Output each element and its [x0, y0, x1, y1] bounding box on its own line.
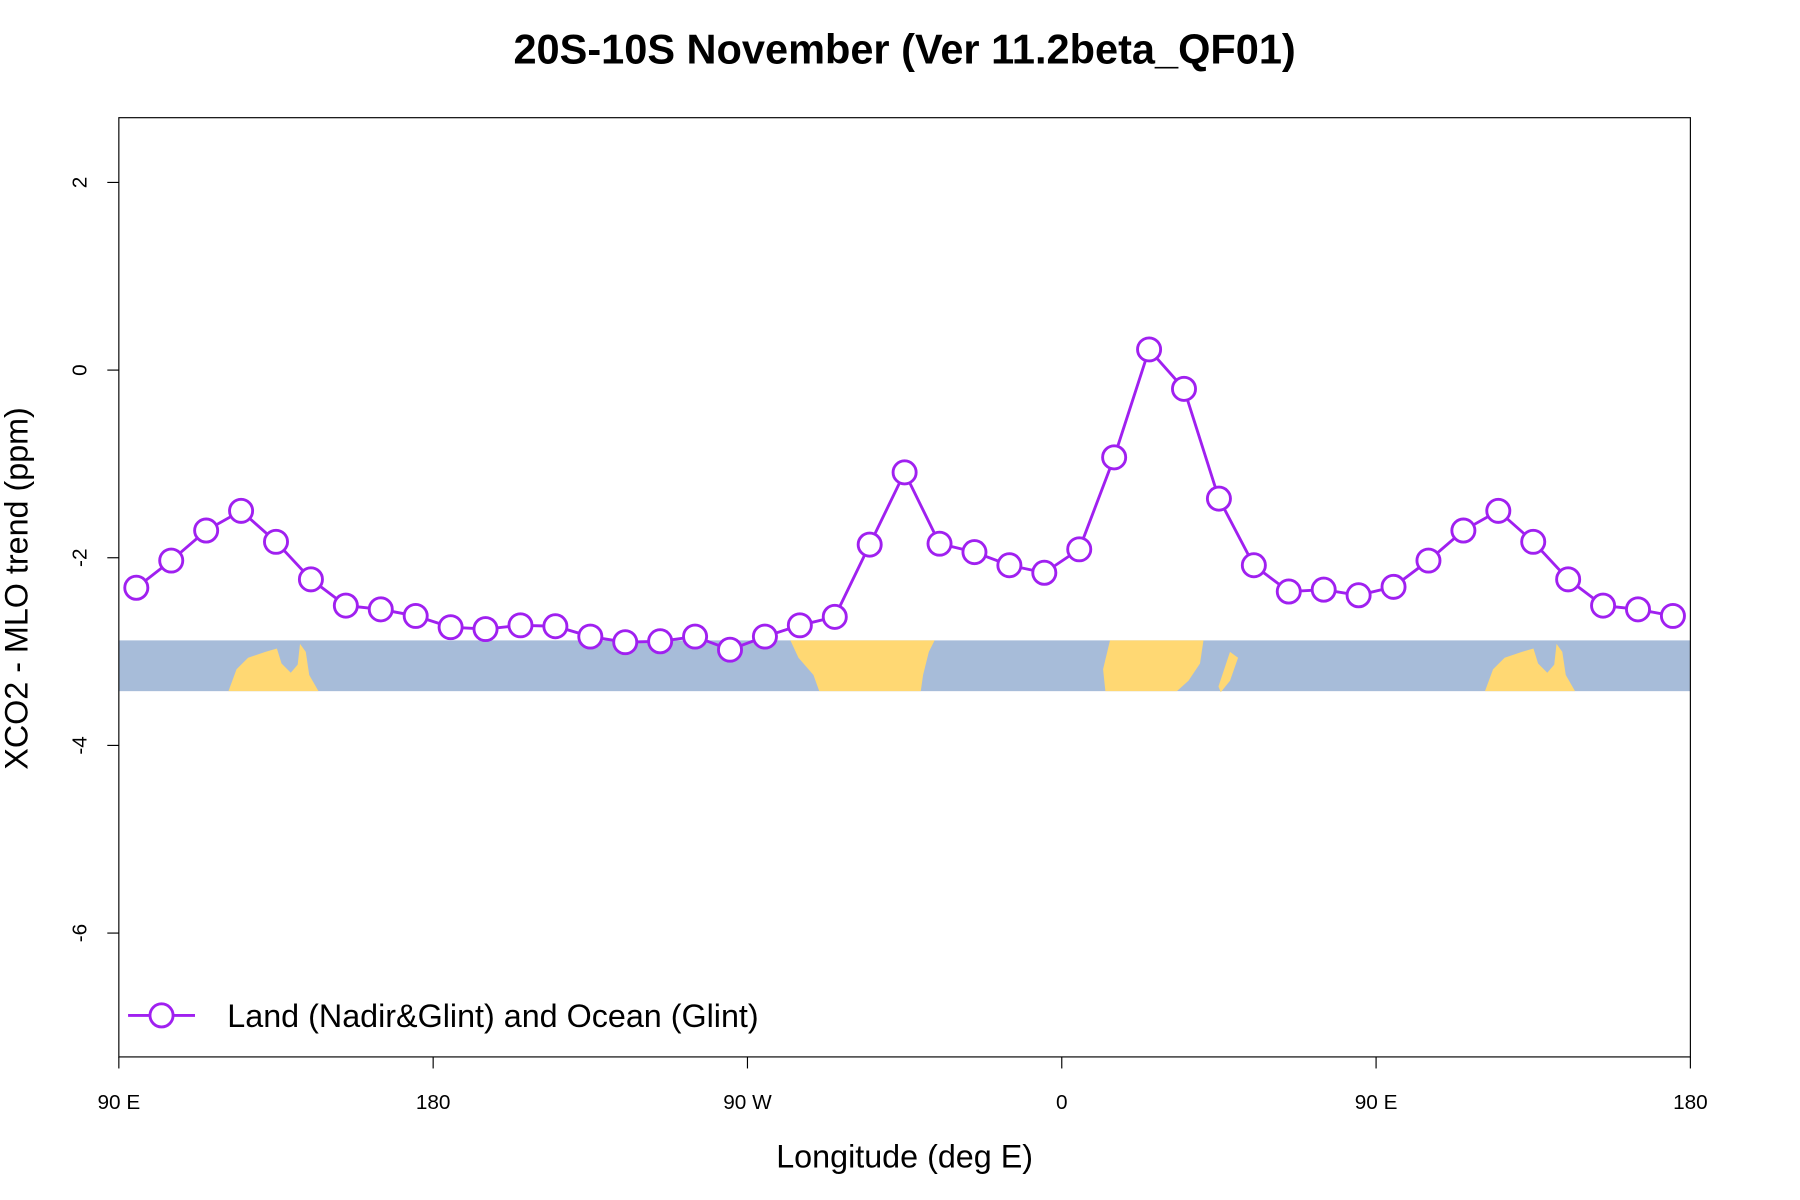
y-tick-label: -6 — [69, 924, 92, 942]
x-tick-label: 0 — [1056, 1091, 1068, 1114]
data-point — [751, 623, 778, 650]
data-point — [717, 636, 743, 663]
data-point — [1066, 536, 1093, 563]
data-point — [1136, 336, 1163, 363]
data-point — [263, 528, 289, 555]
series-line — [135, 346, 1674, 652]
data-point — [1101, 444, 1128, 471]
data-point — [891, 459, 918, 486]
data-point — [507, 612, 534, 639]
data-point — [1275, 578, 1302, 605]
data-point — [1625, 596, 1651, 623]
data-point — [158, 547, 185, 574]
plot-frame — [118, 117, 1691, 1058]
data-point — [961, 539, 988, 566]
data-point — [193, 517, 220, 544]
data-point — [682, 623, 709, 650]
data-point — [367, 596, 394, 623]
data-point — [123, 574, 150, 601]
x-tick-label: 90 E — [98, 1091, 141, 1114]
data-point — [1380, 573, 1407, 600]
data-point — [1415, 547, 1442, 574]
y-tick-label: 0 — [69, 364, 92, 376]
data-point — [542, 613, 569, 640]
data-point — [1555, 566, 1582, 593]
data-point — [1171, 375, 1197, 402]
data-point — [437, 614, 464, 641]
data-point — [1450, 517, 1477, 544]
data-point — [1590, 592, 1617, 619]
data-point — [1659, 602, 1686, 629]
data-point — [647, 628, 674, 655]
data-point — [856, 531, 883, 558]
data-point — [1485, 497, 1512, 524]
x-tick-label: 180 — [1673, 1091, 1708, 1114]
data-point — [402, 602, 429, 629]
data-point — [297, 566, 324, 593]
data-point — [821, 603, 848, 630]
x-tick-label: 90 W — [723, 1091, 772, 1114]
y-tick-label: 2 — [69, 177, 92, 189]
data-point — [926, 530, 953, 557]
data-point — [1520, 528, 1547, 555]
chart-title: 20S-10S November (Ver 11.2beta_QF01) — [513, 25, 1295, 72]
data-point — [332, 592, 359, 619]
y-axis-label: XCO2 - MLO trend (ppm) — [0, 407, 35, 770]
data-point — [1345, 582, 1372, 609]
data-point — [1240, 552, 1267, 579]
map-band — [118, 640, 1691, 693]
data-point — [996, 552, 1023, 579]
data-point — [612, 629, 639, 656]
y-tick-label: -4 — [69, 736, 92, 754]
x-tick-label: 180 — [416, 1091, 451, 1114]
data-point — [1310, 576, 1337, 603]
legend-marker — [148, 1002, 175, 1029]
x-tick-label: 90 E — [1355, 1091, 1398, 1114]
data-point — [786, 612, 813, 639]
x-axis-label: Longitude (deg E) — [776, 1139, 1033, 1175]
data-point — [577, 623, 604, 650]
data-point — [1205, 485, 1232, 512]
data-point — [228, 497, 255, 524]
y-tick-label: -2 — [69, 549, 92, 567]
legend-label: Land (Nadir&Glint) and Ocean (Glint) — [227, 998, 758, 1034]
data-point — [1031, 559, 1058, 586]
data-point — [472, 616, 499, 643]
